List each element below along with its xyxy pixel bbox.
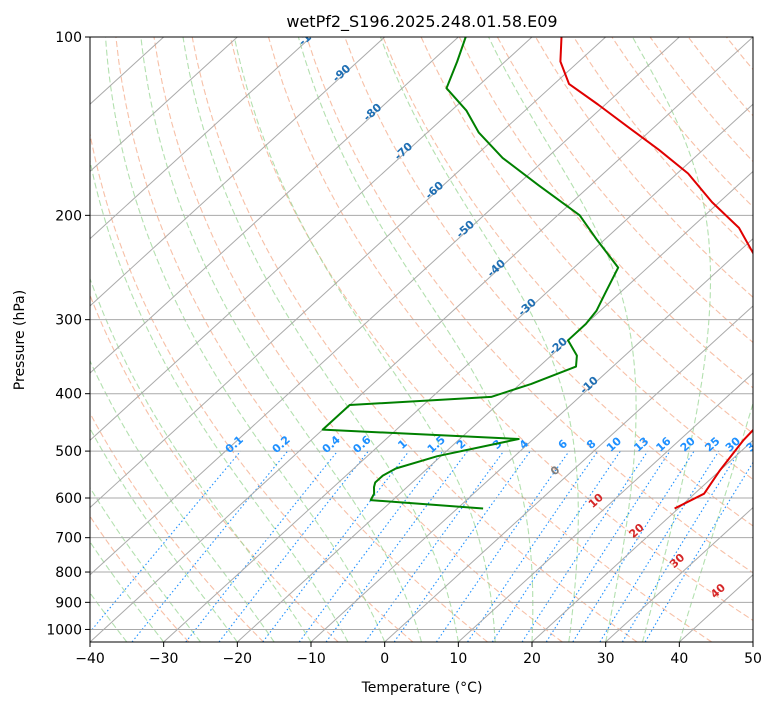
y-tick-label: 700 [55,531,82,547]
x-tick-label: 30 [597,651,615,667]
y-tick-label: 900 [55,595,82,611]
y-tick-label: 500 [55,444,82,460]
y-axis-label: Pressure (hPa) [12,290,28,390]
y-tick-label: 200 [55,208,82,224]
y-tick-label: 1000 [46,622,82,638]
x-tick-label: 40 [670,651,688,667]
x-tick-label: −20 [223,651,253,667]
x-tick-label: −40 [75,651,105,667]
x-tick-label: 50 [744,651,762,667]
y-tick-label: 600 [55,491,82,507]
x-axis-label: Temperature (°C) [361,680,483,696]
x-tick-label: 0 [380,651,389,667]
y-tick-label: 100 [55,30,82,46]
x-tick-label: −30 [149,651,179,667]
chart-title: wetPf2_S196.2025.248.01.58.E09 [286,12,557,32]
y-tick-label: 300 [55,313,82,329]
x-tick-label: −10 [296,651,326,667]
x-tick-label: 10 [449,651,467,667]
y-tick-label: 400 [55,387,82,403]
x-tick-label: 20 [523,651,541,667]
y-tick-label: 800 [55,565,82,581]
